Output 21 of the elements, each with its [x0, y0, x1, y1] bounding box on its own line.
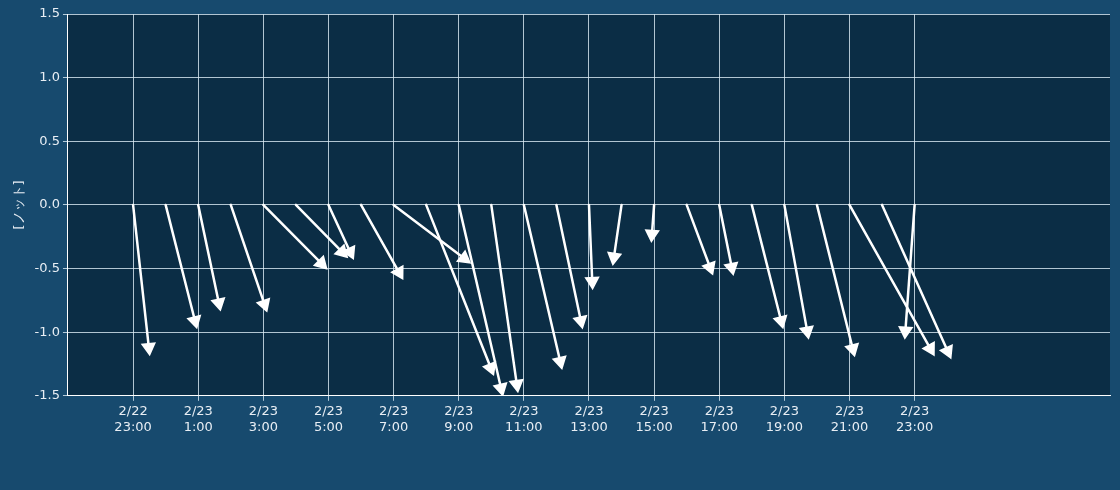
x-tick-label: 2/23 3:00 [248, 402, 278, 434]
x-tick-label: 2/23 21:00 [830, 402, 869, 434]
x-tick-label: 2/23 15:00 [635, 402, 673, 434]
x-tick-label: 2/23 7:00 [379, 402, 409, 434]
y-tick-label: -1.0 [34, 323, 60, 339]
x-tick-label: 2/23 1:00 [183, 402, 213, 434]
x-tick-label: 2/23 5:00 [313, 402, 344, 434]
x-tick-label: 2/22 23:00 [114, 402, 152, 434]
x-tick-label: 2/23 17:00 [700, 402, 738, 434]
x-tick-label: 2/23 9:00 [444, 402, 474, 434]
x-tick-label: 2/23 11:00 [505, 402, 543, 434]
x-tick-label: 2/23 23:00 [895, 402, 934, 434]
y-tick-label: 1.5 [39, 5, 60, 21]
y-tick-label: 0.5 [39, 132, 60, 148]
y-tick-label: 0.0 [39, 196, 60, 212]
y-axis-title: [ノット] [11, 180, 27, 230]
x-tick-label: 2/23 19:00 [765, 402, 804, 434]
y-tick-label: 1.0 [39, 69, 60, 85]
x-tick-label: 2/23 13:00 [570, 402, 608, 434]
y-tick-label: -1.5 [34, 387, 60, 403]
y-tick-label: -0.5 [34, 259, 60, 275]
